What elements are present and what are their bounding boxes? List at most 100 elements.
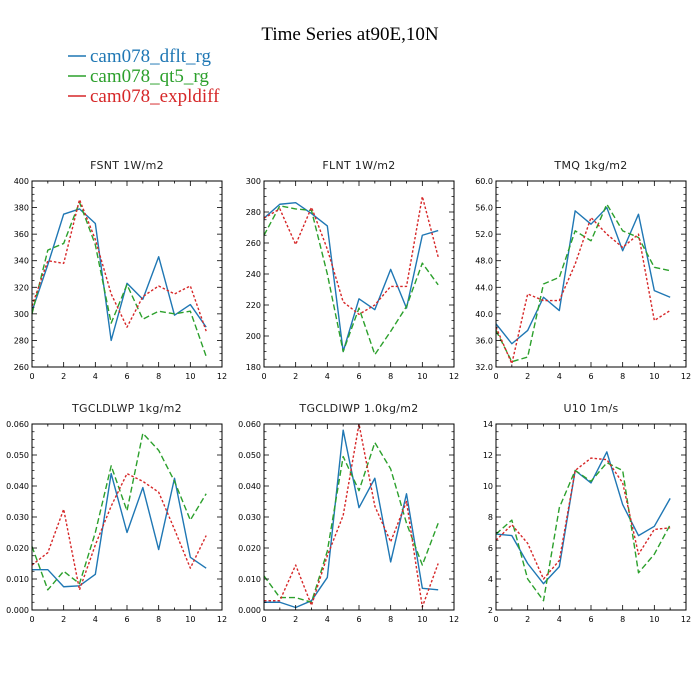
panel-tmq-series-cam078-qt5-rg	[495, 203, 671, 363]
panel-u10-xtick-label: 12	[681, 615, 691, 624]
panel-tgcldiwp-title: TGCLDIWP 1.0kg/m2	[298, 402, 418, 415]
panel-flnt: FLNT 1W/m2 0 2 4 6 8 10 12 180 200 220 240 260 280 300	[246, 159, 459, 381]
legend-entry-dflt: cam078_dflt_rg	[68, 46, 212, 67]
panel-u10-ytick-label: 2	[488, 606, 493, 615]
panel-flnt-ytick-label: 200	[246, 332, 261, 341]
panel-fsnt-xtick-label: 0	[29, 372, 34, 381]
panel-fsnt-series-cam078-qt5-rg	[31, 201, 207, 357]
panel-tgcldiwp-xtick-label: 2	[293, 615, 298, 624]
legend-label-expldiff: cam078_expldiff	[90, 86, 220, 107]
panel-fsnt-xtick-label: 12	[217, 372, 227, 381]
panel-tmq-ytick-label: 52.0	[475, 230, 493, 239]
panel-tmq-xtick-label: 2	[525, 372, 530, 381]
panel-tmq-ytick-label: 40.0	[475, 310, 493, 319]
panel-flnt-xtick-label: 4	[325, 372, 330, 381]
panel-flnt-xtick-label: 6	[356, 372, 361, 381]
panel-tgcldlwp-series-cam078-qt5-rg	[31, 432, 207, 591]
panel-tgcldlwp-ytick-label: 0.040	[6, 482, 29, 491]
panel-fsnt-frame	[31, 180, 223, 368]
legend-entry-qt5: cam078_qt5_rg	[68, 66, 209, 87]
panel-tgcldiwp-ytick-label: 0.040	[238, 482, 261, 491]
panel-tmq-xtick-label: 6	[588, 372, 593, 381]
panel-u10-ytick-label: 4	[488, 575, 493, 584]
panel-flnt-ytick-label: 260	[246, 239, 261, 248]
panel-flnt-series-cam078-expldiff	[263, 195, 439, 315]
panel-tgcldiwp-ytick-label: 0.000	[238, 606, 261, 615]
panel-flnt-ytick-label: 180	[246, 363, 261, 372]
panel-tgcldlwp-series-cam078-dflt-rg	[32, 472, 207, 588]
panel-tgcldlwp: TGCLDLWP 1kg/m2 0 2 4 6 8 10 12 0.000 0.010 0.020 0…	[6, 402, 227, 624]
panel-fsnt-title: FSNT 1W/m2	[90, 159, 164, 172]
panel-fsnt-xtick-label: 8	[156, 372, 161, 381]
panels: FSNT 1W/m20 2 4 6 8 10 12260280300320340360380…	[6, 159, 691, 624]
panel-tgcldlwp-ytick-label: 0.000	[6, 606, 29, 615]
panel-tgcldiwp-xtick-label: 6	[356, 615, 361, 624]
panel-flnt-xtick-label: 10	[417, 372, 427, 381]
panel-flnt-series-cam078-qt5-rg	[263, 205, 439, 356]
panel-u10-ytick-label: 12	[483, 451, 493, 460]
panel-tgcldlwp-xtick-label: 8	[156, 615, 161, 624]
panel-tmq-xtick-label: 12	[681, 372, 691, 381]
legend: cam078_dflt_rg cam078_qt5_rg cam078_expl…	[68, 46, 220, 107]
panel-tmq-ytick-label: 32.0	[475, 363, 493, 372]
panel-tgcldiwp-series-cam078-dflt-rg	[264, 429, 439, 609]
panel-tgcldiwp-ytick-label: 0.050	[238, 451, 261, 460]
panel-flnt-xtick-label: 8	[388, 372, 393, 381]
panel-tgcldlwp-xtick-label: 6	[124, 615, 129, 624]
panel-tmq-ytick-label: 56.0	[475, 204, 493, 213]
panel-tgcldlwp-xtick-label: 12	[217, 615, 227, 624]
panel-fsnt-ytick-label: 340	[14, 257, 29, 266]
panel-u10-xtick-label: 8	[620, 615, 625, 624]
panel-u10-title: U10 1m/s	[563, 402, 618, 415]
panel-tgcldlwp-ytick-label: 0.030	[6, 513, 29, 522]
panel-u10-series-cam078-expldiff	[495, 457, 671, 580]
panel-tmq-series-cam078-expldiff	[495, 216, 671, 365]
panel-tgcldlwp-frame	[31, 423, 223, 611]
panel-tgcldlwp-ytick-label: 0.010	[6, 575, 29, 584]
panel-fsnt-ytick-label: 280	[14, 336, 29, 345]
panel-tmq-ytick-label: 36.0	[475, 336, 493, 345]
panel-tgcldiwp-series-cam078-expldiff	[264, 423, 439, 608]
panel-flnt-xtick-label: 12	[449, 372, 459, 381]
panel-flnt-ytick-label: 300	[246, 177, 261, 186]
panel-fsnt-ytick-label: 400	[14, 177, 29, 186]
panel-fsnt-xtick-label: 6	[124, 372, 129, 381]
panel-u10-frame	[495, 423, 687, 611]
panel-tmq-xtick-label: 4	[557, 372, 562, 381]
panel-tmq-ytick-label: 60.0	[475, 177, 493, 186]
panel-u10-xtick-label: 0	[493, 615, 498, 624]
panel-tmq-series-cam078-dflt-rg	[495, 206, 671, 345]
panel-u10-ytick-label: 8	[488, 513, 493, 522]
panel-fsnt-xtick-label: 4	[93, 372, 98, 381]
panel-tgcldlwp-series-cam078-expldiff	[31, 472, 207, 591]
panel-tgcldiwp-ytick-label: 0.010	[238, 575, 261, 584]
panel-tgcldlwp-xtick-label: 4	[93, 615, 98, 624]
panel-tgcldlwp-xtick-label: 0	[29, 615, 34, 624]
panel-tgcldiwp-ytick-label: 0.060	[238, 420, 261, 429]
panel-tgcldlwp-xtick-label: 2	[61, 615, 66, 624]
panel-tgcldiwp-xtick-label: 4	[325, 615, 330, 624]
panel-tmq-ytick-label: 44.0	[475, 283, 493, 292]
legend-entry-expldiff: cam078_expldiff	[68, 86, 220, 107]
panel-tmq: TMQ 1kg/m2 0 2 4 6 8 10 12 32.0 36.0 40.0 44.0 48.0 5…	[475, 159, 691, 381]
panel-tgcldiwp-ytick-label: 0.020	[238, 544, 261, 553]
panel-fsnt-xtick-label: 2	[61, 372, 66, 381]
panel-u10-xtick-label: 10	[649, 615, 659, 624]
panel-fsnt-ytick-label: 320	[14, 283, 29, 292]
panel-u10-series-cam078-qt5-rg	[495, 462, 671, 602]
panel-tmq-ytick-label: 48.0	[475, 257, 493, 266]
figure-title: Time Series at90E,10N	[261, 24, 438, 45]
panel-tgcldlwp-ytick-label: 0.060	[6, 420, 29, 429]
panel-tmq-title: TMQ 1kg/m2	[553, 159, 627, 172]
panel-u10-xtick-label: 4	[557, 615, 562, 624]
panel-tmq-frame	[495, 180, 687, 368]
panel-u10-xtick-label: 2	[525, 615, 530, 624]
panel-flnt-ytick-label: 280	[246, 208, 261, 217]
panel-flnt-ytick-label: 240	[246, 270, 261, 279]
panel-fsnt-ytick-label: 360	[14, 230, 29, 239]
panel-tgcldiwp-ytick-label: 0.030	[238, 513, 261, 522]
panel-tgcldlwp-ytick-label: 0.020	[6, 544, 29, 553]
panel-flnt-title: FLNT 1W/m2	[322, 159, 395, 172]
panel-fsnt-ytick-label: 300	[14, 310, 29, 319]
